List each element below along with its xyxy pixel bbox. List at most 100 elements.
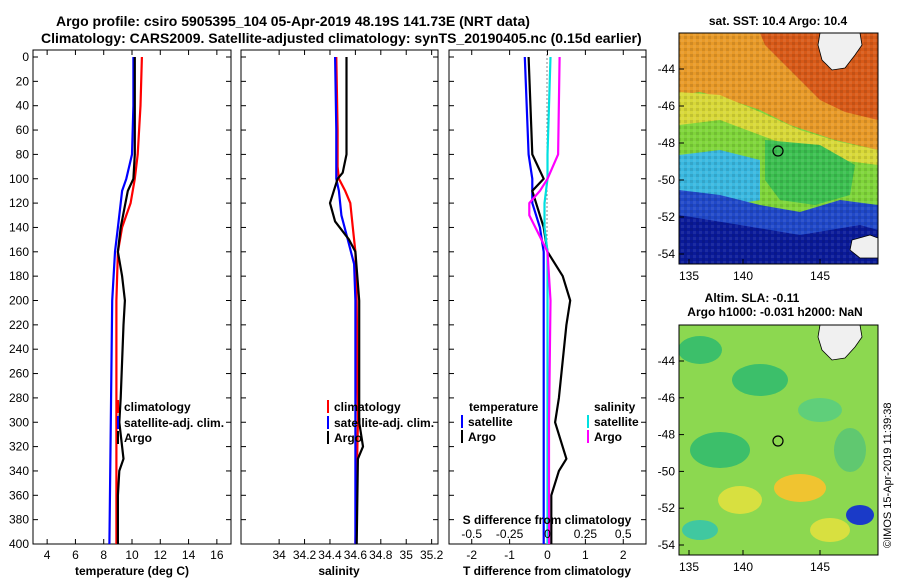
sla-blob-4 (690, 432, 750, 468)
sst-map-panel: sat. SST: 10.4 Argo: 10.4 -44 -46 -48 -50 -5… (658, 14, 879, 283)
temperature-legend-clim: climatology (124, 400, 191, 414)
map-y-tick-label: -46 (658, 99, 676, 113)
temperature-series (108, 56, 143, 545)
x-tick-label: 2 (620, 548, 627, 562)
depth-tick-label: 100 (9, 172, 29, 186)
difference-xlabel: T difference from climatology (463, 564, 631, 578)
series-line-argo (116, 57, 136, 544)
sst-x-ticks: 135 140 145 (679, 259, 830, 283)
x-tick-label: 34.6 (344, 548, 368, 562)
depth-tick-label: 120 (9, 196, 29, 210)
depth-tick-label: 40 (16, 99, 30, 113)
x-tick-label: 34 (272, 548, 286, 562)
x-tick-label: 1 (582, 548, 589, 562)
header-line-1: Argo profile: csiro 5905395_104 05-Apr-2… (56, 13, 530, 29)
sst-land-2 (849, 234, 878, 259)
depth-tick-label: 240 (9, 342, 29, 356)
map-x-tick-label: 135 (679, 560, 699, 574)
depth-tick-label: 280 (9, 391, 29, 405)
map-y-tick-label: -44 (658, 354, 676, 368)
series-line-s-satellite (543, 56, 552, 544)
map-y-tick-label: -48 (658, 136, 676, 150)
sla-blob-5 (774, 474, 826, 502)
depth-tick-label: 400 (9, 537, 29, 551)
legend-salinity-title: salinity (594, 400, 636, 414)
series-line-satellite-adj-clim- (108, 57, 135, 545)
x-tick-label: 10 (125, 548, 139, 562)
s-diff-tick-label: 0.25 (574, 527, 598, 541)
series-line-climatology (335, 56, 359, 545)
depth-tick-label: 300 (9, 415, 29, 429)
series-line-t-satellite (523, 56, 545, 544)
series-line-s-argo (528, 56, 561, 544)
map-y-tick-label: -50 (658, 464, 676, 478)
depth-tick-label: 320 (9, 440, 29, 454)
difference-top-ticks: -0.5 -0.25 0 0.25 0.5 (461, 527, 632, 541)
s-diff-tick-label: -0.25 (496, 527, 524, 541)
sst-map-image (679, 33, 878, 264)
depth-tick-label: 220 (9, 318, 29, 332)
sst-argo-marker (772, 145, 784, 157)
temperature-x-ticks: 4 6 8 10 12 14 16 (44, 50, 224, 562)
salinity-panel: 34 34.2 34.4 34.6 34.8 35 35.2 salinity climat… (240, 49, 444, 578)
sla-map-panel: Altim. SLA: -0.11 Argo h1000: -0.031 h20… (658, 291, 879, 574)
sst-map-frame (678, 32, 879, 265)
difference-legend: temperature satellite Argo salinity sate… (461, 400, 639, 444)
depth-tick-label: 0 (22, 50, 29, 64)
legend-t-sat: satellite (468, 415, 513, 429)
map-y-tick-label: -54 (658, 247, 676, 261)
salinity-xlabel: salinity (318, 564, 360, 578)
salinity-series (328, 56, 365, 545)
depth-tick-label: 340 (9, 464, 29, 478)
difference-series (523, 56, 572, 544)
x-tick-label: 16 (210, 548, 224, 562)
series-line-argo (328, 57, 365, 545)
temperature-legend: climatology satellite-adj. clim. Argo (117, 400, 224, 445)
sla-blob-3 (798, 398, 842, 422)
x-tick-label: 4 (44, 548, 51, 562)
difference-panel: -2 -1 0 1 2 T difference from climatology S … (448, 49, 647, 578)
sla-map-frame (678, 324, 879, 556)
x-tick-label: 6 (72, 548, 79, 562)
s-diff-tick-label: 0.5 (615, 527, 632, 541)
x-tick-label: 34.8 (369, 548, 393, 562)
salinity-x-ticks: 34 34.2 34.4 34.6 34.8 35 35.2 (272, 50, 444, 562)
map-y-tick-label: -52 (658, 210, 676, 224)
depth-tick-label: 360 (9, 488, 29, 502)
map-x-tick-label: 145 (810, 269, 830, 283)
x-tick-label: -2 (466, 548, 477, 562)
sla-argo-marker (772, 435, 784, 447)
depth-axis: 0 20 40 60 80 100 120 140 160 180 200 220 240 260 280 3… (9, 50, 646, 551)
sla-blob-6 (718, 486, 762, 514)
s-diff-tick-label: -0.5 (461, 527, 482, 541)
sla-blob-8 (846, 505, 874, 525)
legend-s-argo: Argo (594, 430, 622, 444)
x-tick-label: 34.4 (318, 548, 342, 562)
sla-blob-10 (834, 428, 866, 472)
header-line-2: Climatology: CARS2009. Satellite-adjuste… (41, 30, 642, 46)
sla-blob-2 (732, 364, 788, 396)
depth-tick-label: 20 (16, 74, 30, 88)
map-x-tick-label: 145 (810, 560, 830, 574)
sla-map-title-1: Altim. SLA: -0.11 (705, 291, 800, 305)
depth-tick-label: 140 (9, 220, 29, 234)
salinity-legend-argo: Argo (334, 431, 362, 445)
sla-map-image (679, 325, 878, 555)
legend-temperature-title: temperature (469, 400, 539, 414)
sst-y-ticks: -44 -46 -48 -50 -52 -54 (658, 62, 684, 261)
difference-top-xlabel: S difference from climatology (463, 513, 632, 527)
map-y-tick-label: -48 (658, 428, 676, 442)
sla-y-ticks: -44 -46 -48 -50 -52 -54 (658, 354, 684, 552)
temperature-legend-argo: Argo (124, 431, 152, 445)
map-x-tick-label: 135 (679, 269, 699, 283)
map-x-tick-label: 140 (733, 269, 753, 283)
x-tick-label: 14 (182, 548, 196, 562)
salinity-frame (240, 49, 439, 545)
x-tick-label: 35.2 (420, 548, 444, 562)
temperature-panel: 4 6 8 10 12 14 16 temperature (deg C) climatol… (32, 49, 232, 578)
sla-x-ticks: 135 140 145 (679, 550, 830, 574)
salinity-legend: climatology satellite-adj. clim. Argo (327, 400, 434, 445)
imos-watermark: ©IMOS 15-Apr-2019 11:39:38 (882, 403, 894, 548)
x-tick-label: 35 (400, 548, 414, 562)
